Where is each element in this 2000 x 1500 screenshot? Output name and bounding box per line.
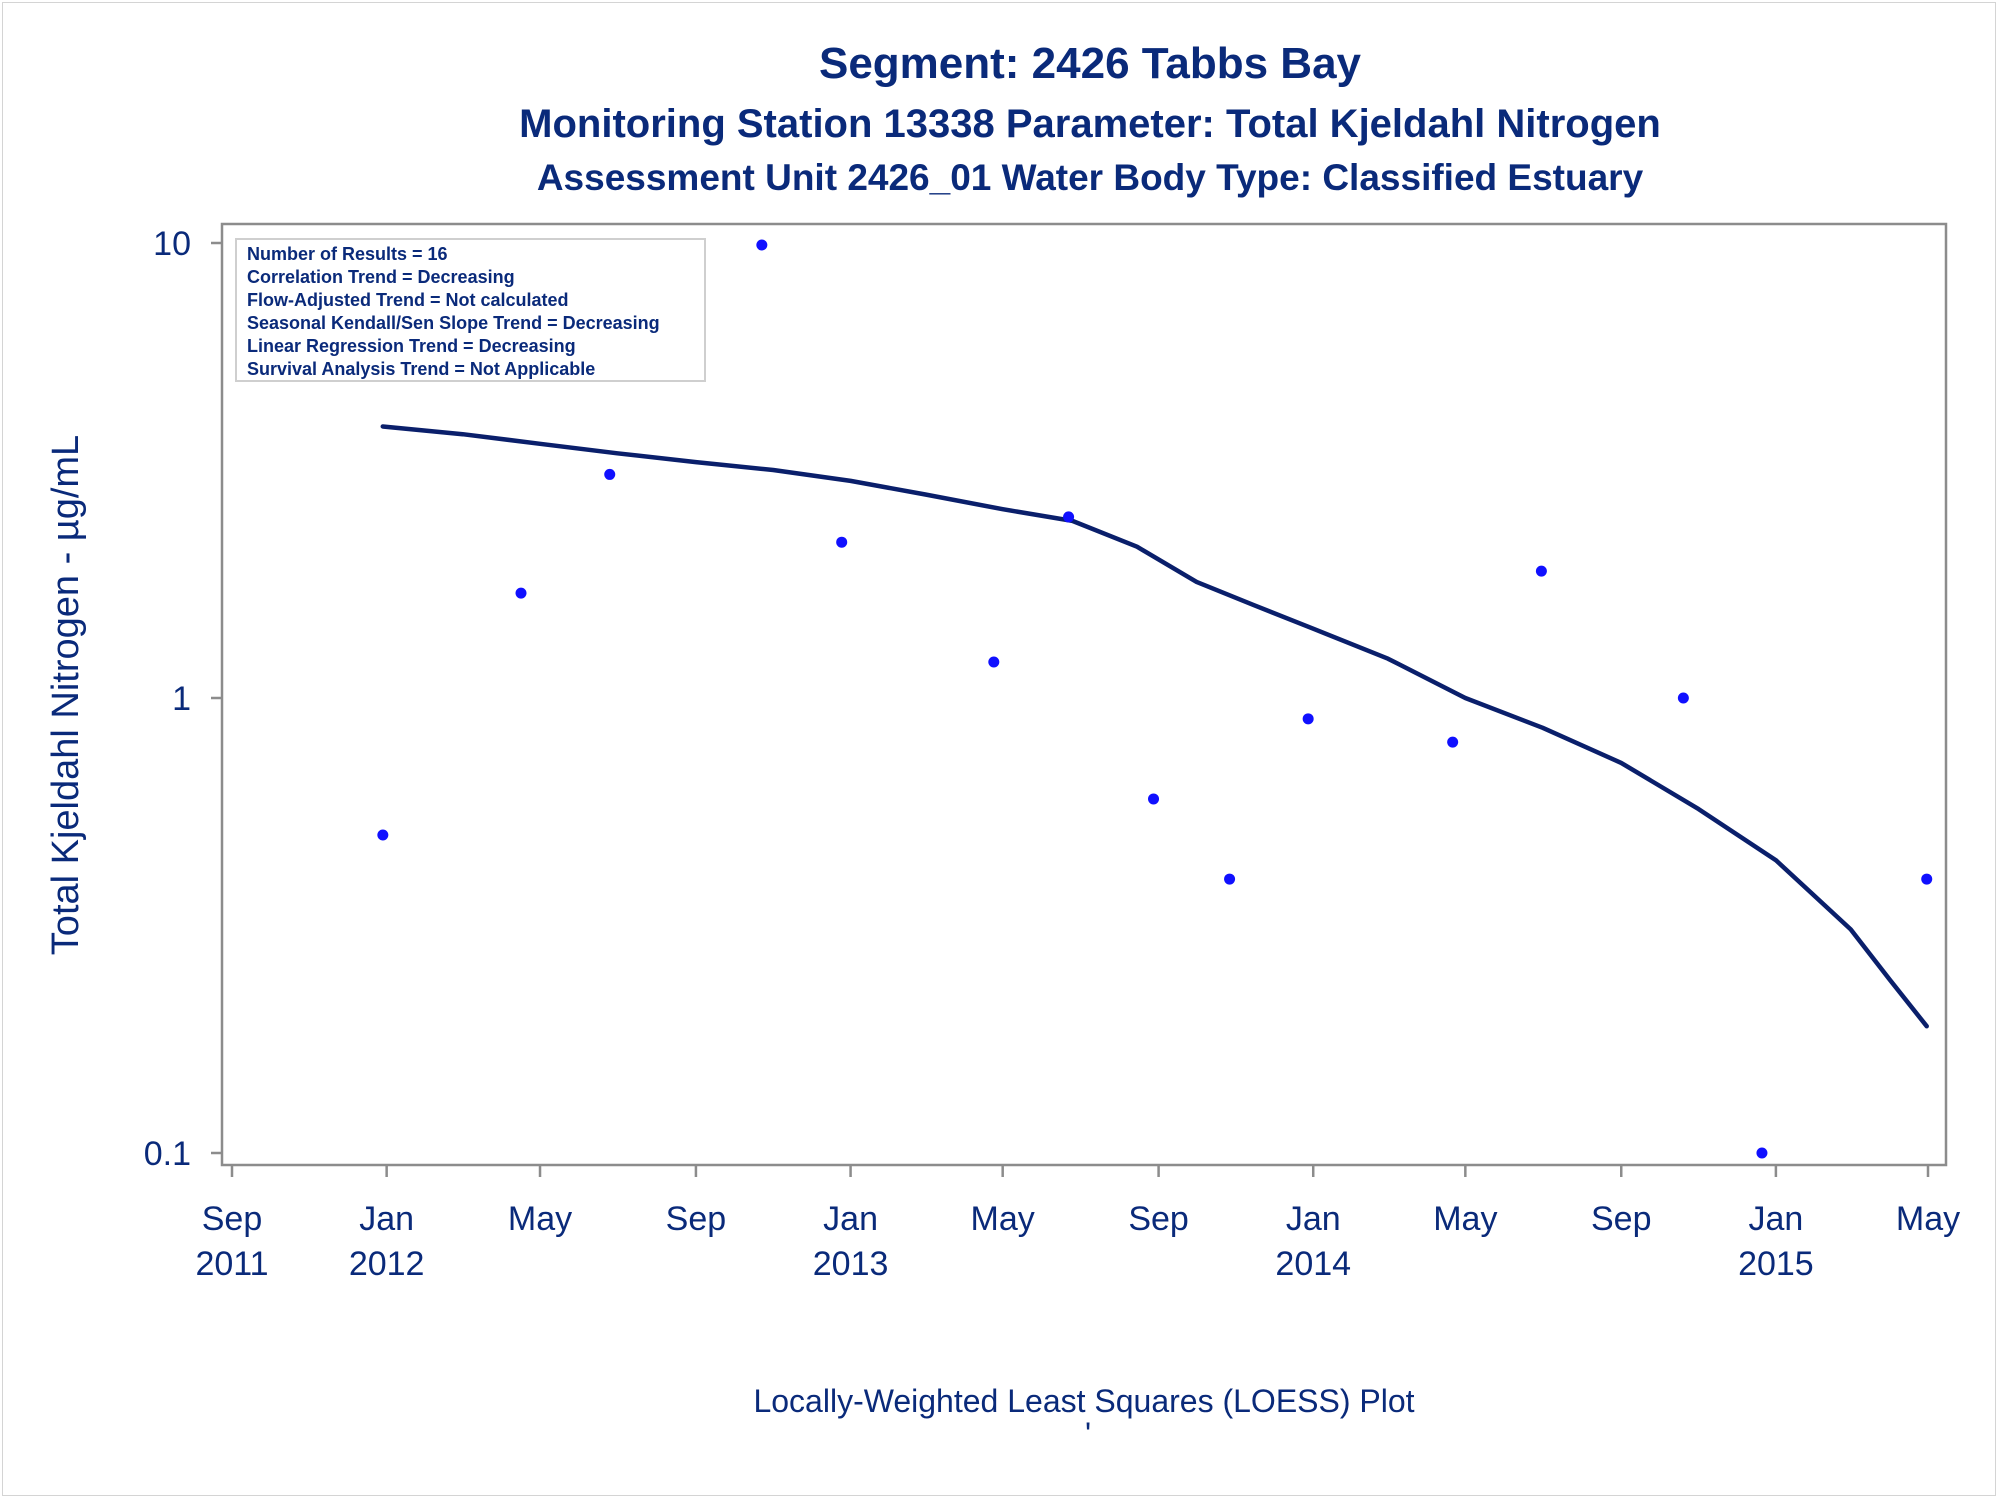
x-tick-label-month: Sep [202, 1200, 263, 1238]
data-point [1535, 565, 1547, 577]
chart-title: Segment: 2426 Tabbs Bay [819, 39, 1362, 88]
x-tick-label-month: Jan [1286, 1200, 1341, 1238]
x-tick-label-month: May [508, 1200, 572, 1238]
stat-number-of-results: Number of Results = 16 [247, 244, 448, 264]
x-tick-label-year: 2015 [1738, 1245, 1814, 1283]
x-tick-label-month: Sep [1591, 1200, 1652, 1238]
stats-box [235, 238, 706, 382]
stat-linear-regression-trend: Linear Regression Trend = Decreasing [247, 336, 576, 356]
y-axis: 0.1 1 10 [144, 225, 222, 1173]
points-layer [377, 239, 1933, 1159]
x-tick-label-month: Sep [666, 1200, 727, 1238]
data-point [836, 536, 848, 548]
plot-area [220, 222, 1948, 1167]
loess-layer [380, 424, 1929, 1029]
footnote-mark: ' [1085, 1416, 1091, 1452]
x-tick-label-month: Jan [823, 1200, 878, 1238]
footnote: Locally-Weighted Least Squares (LOESS) P… [753, 1383, 1414, 1419]
stat-seasonal-kendall-trend: Seasonal Kendall/Sen Slope Trend = Decre… [247, 313, 660, 333]
x-tick-label-year: 2012 [349, 1245, 425, 1283]
x-tick-label-month: Jan [359, 1200, 414, 1238]
loess-line [380, 424, 1929, 1029]
x-tick-label-year: 2014 [1275, 1245, 1351, 1283]
data-point [1677, 692, 1689, 704]
data-point [1148, 793, 1160, 805]
x-tick-label-year: 2011 [195, 1245, 268, 1283]
y-tick-label: 10 [153, 225, 191, 263]
x-tick-label-month: May [971, 1200, 1035, 1238]
data-point [604, 468, 616, 480]
data-point [756, 239, 768, 251]
y-tick-label: 0.1 [144, 1135, 191, 1173]
chart-subtitle: Monitoring Station 13338 Parameter: Tota… [519, 102, 1661, 146]
data-point [988, 656, 1000, 668]
data-point [515, 587, 527, 599]
data-point [1447, 736, 1459, 748]
x-tick-label-month: May [1896, 1200, 1960, 1238]
x-tick-label-month: May [1433, 1200, 1497, 1238]
x-tick-label-year: 2013 [813, 1245, 889, 1283]
data-point [1063, 511, 1075, 523]
stat-survival-analysis-trend: Survival Analysis Trend = Not Applicable [247, 359, 595, 379]
y-axis-label: Total Kjeldahl Nitrogen - µg/mL [45, 435, 87, 955]
data-point [1224, 873, 1236, 885]
x-tick-label-month: Sep [1128, 1200, 1189, 1238]
y-tick-label: 1 [172, 680, 191, 718]
x-axis: Sep 2011 Jan 2012 May Sep Jan 2013 May Sep Jan 2014… [195, 1165, 1960, 1283]
data-point [1756, 1147, 1768, 1159]
chart-subtitle-2: Assessment Unit 2426_01 Water Body Type:… [537, 157, 1644, 198]
x-tick-label-month: Jan [1748, 1200, 1803, 1238]
data-point [1921, 873, 1933, 885]
stat-correlation-trend: Correlation Trend = Decreasing [247, 267, 515, 287]
data-point [1302, 713, 1314, 725]
data-point [377, 829, 389, 841]
stat-flow-adjusted-trend: Flow-Adjusted Trend = Not calculated [247, 290, 569, 310]
